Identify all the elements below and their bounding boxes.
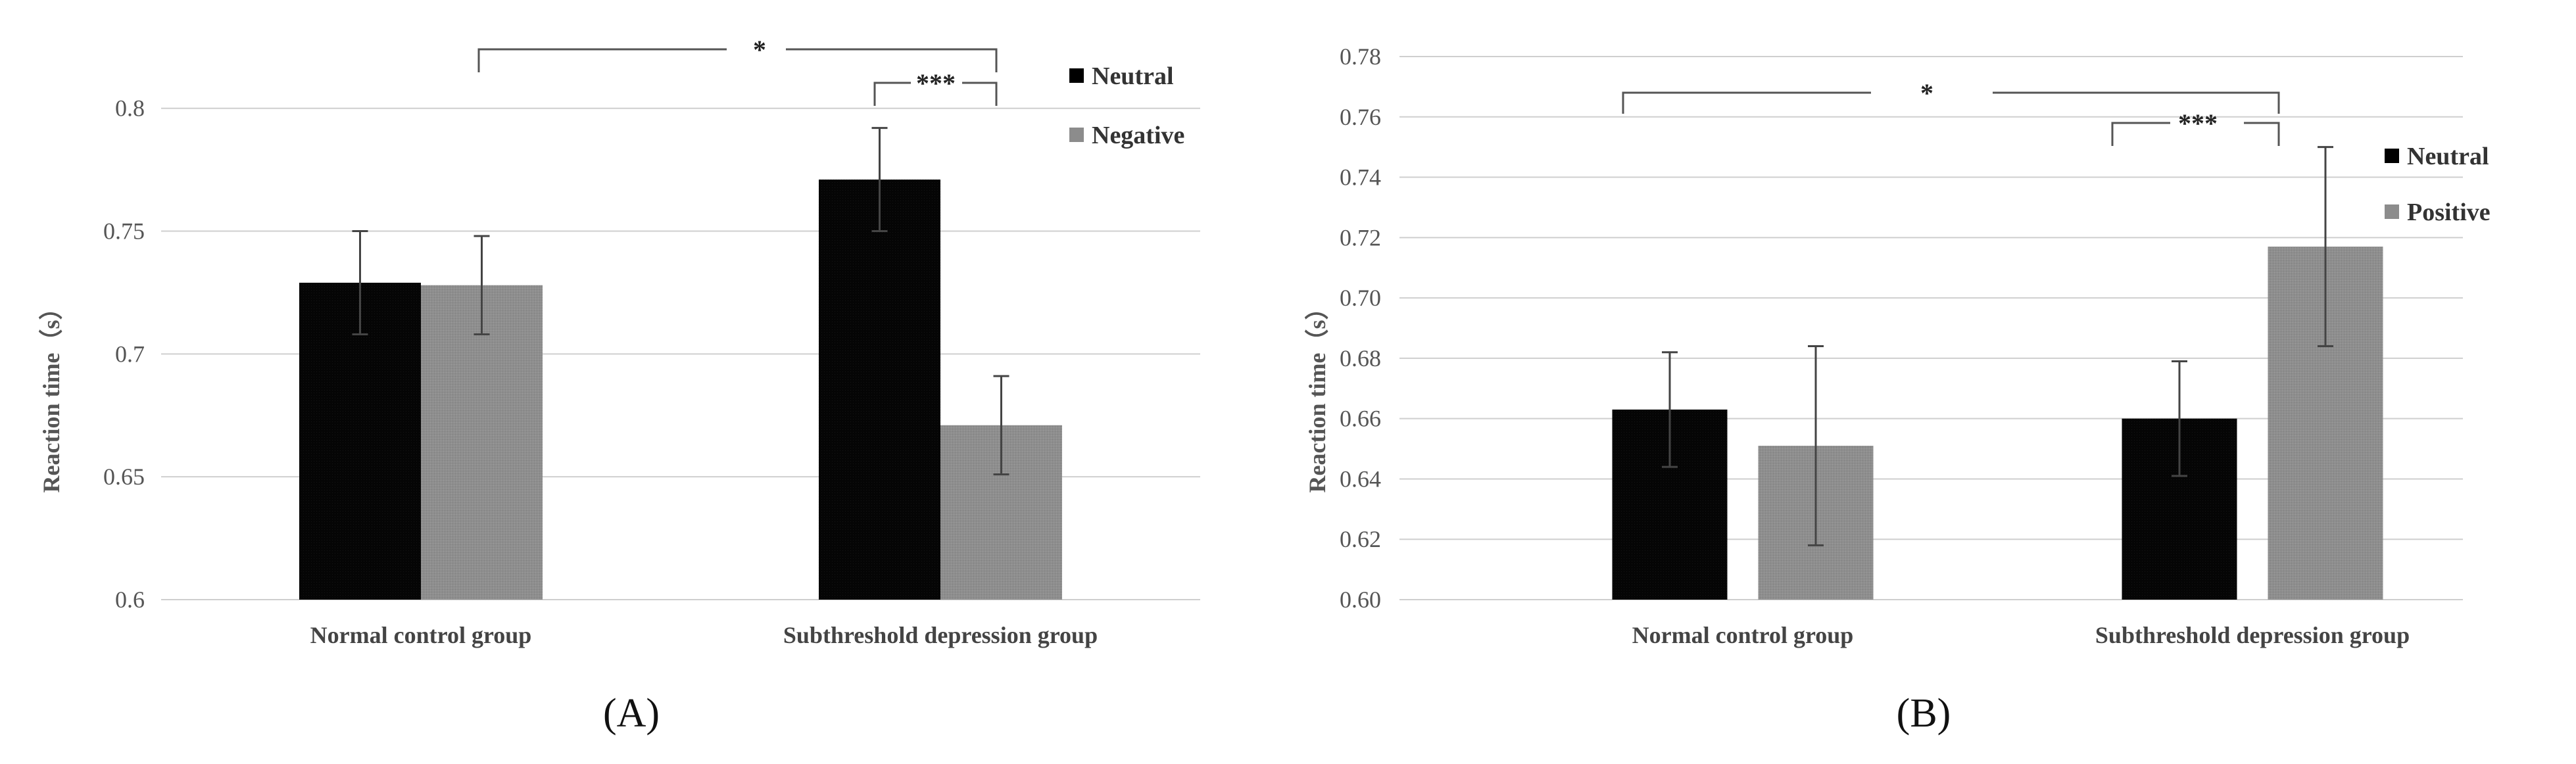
significance-bracket-groups-left [477, 48, 727, 72]
significance-bracket-groups-right [786, 48, 998, 72]
y-axis-label: Reaction time（s） [38, 297, 64, 493]
x-category-label: Subthreshold depression group [783, 622, 1098, 648]
legend-label-negative: Negative [1092, 122, 1184, 149]
y-tick-label: 0.62 [1340, 526, 1381, 552]
significance-bracket-groups-label: * [1920, 78, 1933, 108]
panel-label-b: (B) [1897, 691, 1951, 736]
significance-bracket-conditions-left [873, 82, 911, 106]
significance-bracket-groups-left [1622, 91, 1871, 114]
bar-negative [421, 285, 543, 600]
y-tick-label: 0.65 [103, 464, 145, 490]
y-tick-label: 0.78 [1340, 43, 1381, 70]
y-tick-label: 0.75 [103, 218, 145, 245]
y-tick-label: 0.7 [115, 341, 145, 367]
significance-bracket-groups-label: * [753, 35, 766, 64]
y-axis-label: Reaction time（s） [1304, 297, 1330, 493]
x-category-label: Normal control group [310, 622, 532, 648]
y-tick-label: 0.66 [1340, 406, 1381, 432]
significance-bracket-conditions-label: *** [2178, 108, 2218, 138]
legend-label-neutral: Neutral [1092, 62, 1174, 90]
y-tick-label: 0.8 [115, 95, 145, 122]
x-category-label: Subthreshold depression group [2095, 622, 2410, 648]
panel-label-a: (A) [603, 691, 660, 736]
x-category-label: Normal control group [1632, 622, 1854, 648]
y-tick-label: 0.6 [115, 586, 145, 613]
y-tick-label: 0.64 [1340, 466, 1381, 492]
panel-b: Reaction time（s） 0.60 0.62 0.64 0.66 0.68 0.7… [1304, 43, 2491, 648]
legend-label-neutral: Neutral [2407, 143, 2489, 170]
y-tick-label: 0.60 [1340, 586, 1381, 613]
bar-neutral [819, 179, 940, 600]
significance-bracket-conditions-label: *** [916, 68, 956, 98]
legend-swatch-neutral [1069, 68, 1084, 83]
bar-neutral [299, 283, 421, 600]
legend-swatch-negative [1069, 128, 1084, 142]
y-tick-label: 0.72 [1340, 224, 1381, 251]
significance-bracket-groups-right [1993, 91, 2280, 114]
y-tick-label: 0.74 [1340, 164, 1381, 191]
significance-bracket-conditions-right [962, 82, 998, 106]
significance-bracket-conditions-right [2244, 122, 2280, 146]
legend-swatch-neutral [2385, 149, 2399, 163]
panel-a: Reaction time（s） 0.6 0.65 0.7 0.75 0.8 Normal… [38, 35, 1200, 648]
legend-label-positive: Positive [2407, 199, 2491, 226]
significance-bracket-conditions-left [2111, 122, 2170, 146]
y-tick-label: 0.76 [1340, 104, 1381, 130]
legend-swatch-positive [2385, 204, 2399, 219]
y-tick-label: 0.70 [1340, 285, 1381, 311]
y-tick-label: 0.68 [1340, 345, 1381, 371]
